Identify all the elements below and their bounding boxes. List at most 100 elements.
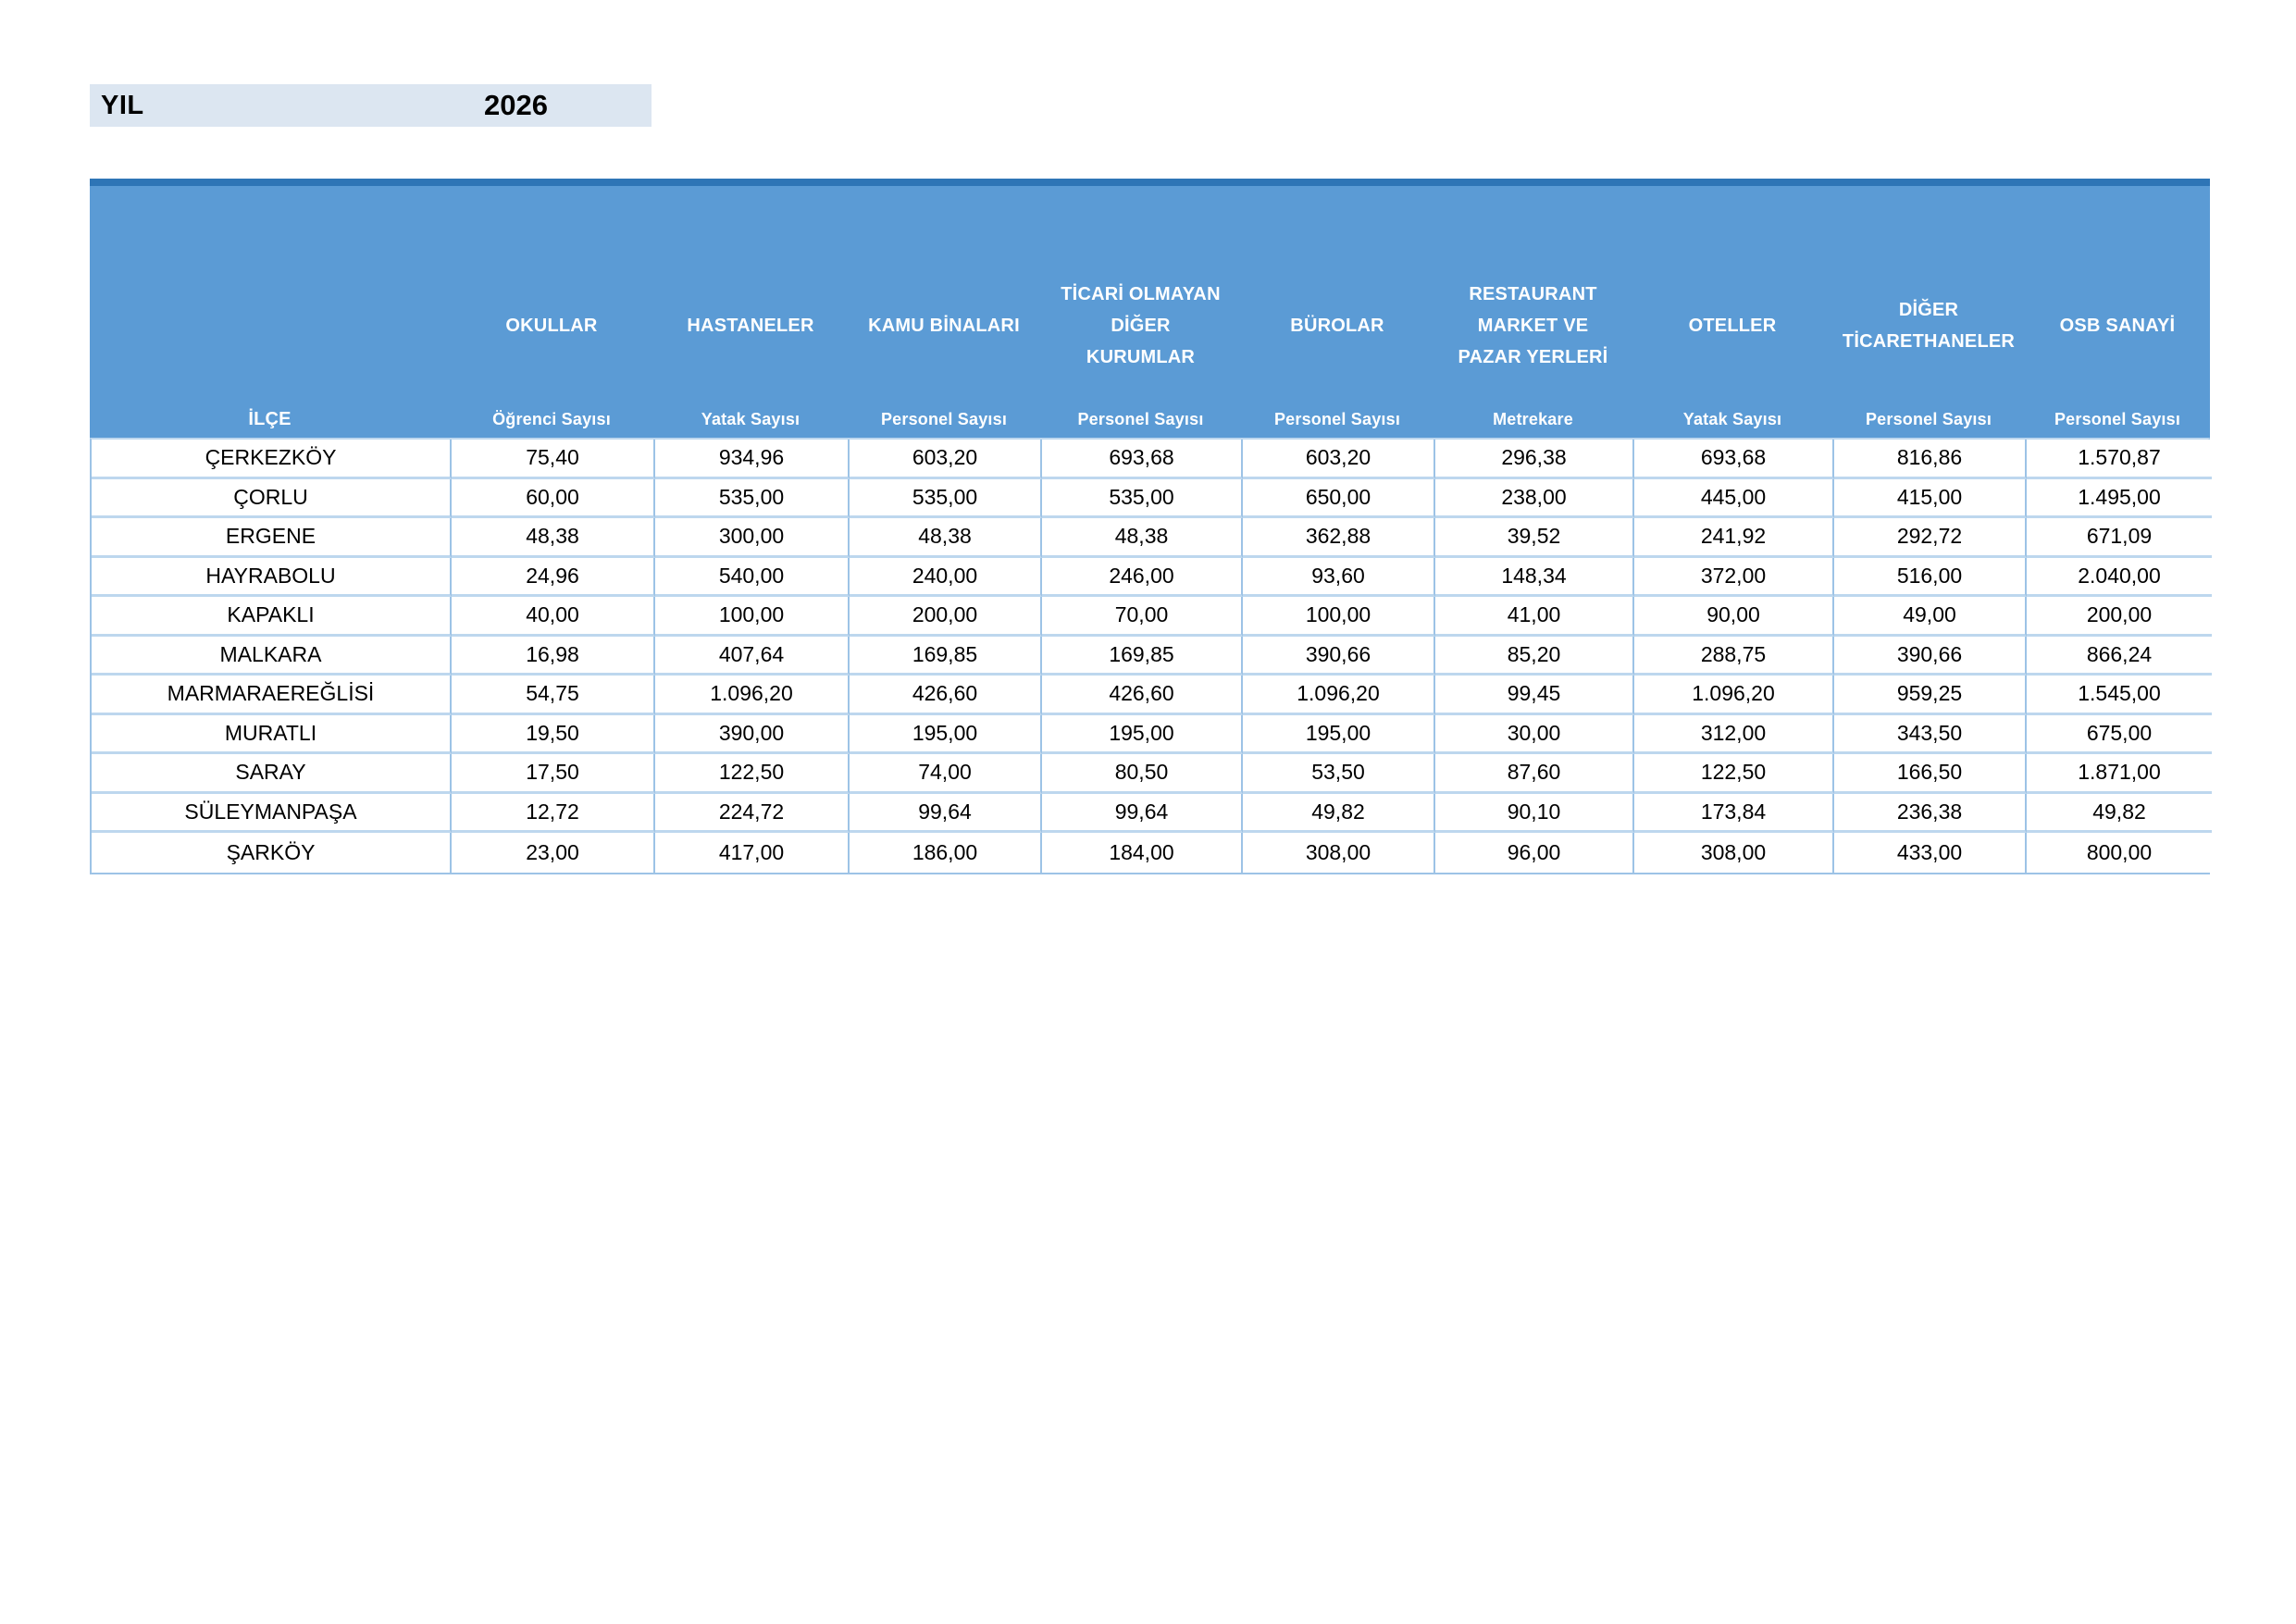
value-cell: 169,85 <box>850 636 1042 676</box>
district-cell: ERGENE <box>92 518 452 558</box>
value-cell: 343,50 <box>1834 714 2027 754</box>
value-cell: 173,84 <box>1634 793 1834 833</box>
value-cell: 390,66 <box>1834 636 2027 676</box>
table-row: HAYRABOLU 24,96 540,00 240,00 246,00 93,60 148… <box>92 557 2212 597</box>
value-cell: 238,00 <box>1435 478 1634 518</box>
table-row: ERGENE 48,38 300,00 48,38 48,38 362,88 39,52 24… <box>92 518 2212 558</box>
column-sub-label: Öğrenci Sayısı <box>492 409 611 428</box>
value-cell: 93,60 <box>1243 557 1435 597</box>
column-header: HASTANELER Yatak Sayısı <box>653 186 848 438</box>
value-cell: 445,00 <box>1634 478 1834 518</box>
value-cell: 959,25 <box>1834 676 2027 715</box>
column-group-line: MARKET VE <box>1477 316 1589 336</box>
column-group-line: TİCARETHANELER <box>1842 331 2016 352</box>
value-cell: 19,50 <box>452 714 655 754</box>
value-cell: 12,72 <box>452 793 655 833</box>
value-cell: 535,00 <box>655 478 850 518</box>
district-cell: HAYRABOLU <box>92 557 452 597</box>
value-cell: 390,66 <box>1243 636 1435 676</box>
table-header: İLÇE OKULLAR Öğrenci Sayısı HASTANELER Yata… <box>90 179 2210 438</box>
value-cell: 390,00 <box>655 714 850 754</box>
column-header: RESTAURANT MARKET VE PAZAR YERLERİ Metrekar… <box>1433 186 1632 438</box>
column-header: DİĞER TİCARETHANELER Personel Sayısı <box>1832 186 2025 438</box>
value-cell: 186,00 <box>850 833 1042 873</box>
year-label: YIL <box>101 90 144 120</box>
value-cell: 308,00 <box>1243 833 1435 873</box>
value-cell: 516,00 <box>1834 557 2027 597</box>
column-group-line: OKULLAR <box>505 316 598 336</box>
district-data-table: İLÇE OKULLAR Öğrenci Sayısı HASTANELER Yata… <box>90 179 2212 874</box>
column-header: TİCARİ OLMAYAN DİĞER KURUMLAR Personel Sayı… <box>1040 186 1241 438</box>
column-group-line: PAZAR YERLERİ <box>1458 347 1608 367</box>
district-cell: KAPAKLI <box>92 597 452 637</box>
row-header-label: İLÇE <box>248 408 292 429</box>
value-cell: 85,20 <box>1435 636 1634 676</box>
column-header: BÜROLAR Personel Sayısı <box>1241 186 1433 438</box>
value-cell: 417,00 <box>655 833 850 873</box>
value-cell: 236,38 <box>1834 793 2027 833</box>
value-cell: 1.545,00 <box>2027 676 2212 715</box>
value-cell: 296,38 <box>1435 440 1634 479</box>
value-cell: 1.871,00 <box>2027 754 2212 794</box>
value-cell: 675,00 <box>2027 714 2212 754</box>
value-cell: 200,00 <box>850 597 1042 637</box>
value-cell: 800,00 <box>2027 833 2212 873</box>
value-cell: 74,00 <box>850 754 1042 794</box>
value-cell: 49,82 <box>1243 793 1435 833</box>
value-cell: 300,00 <box>655 518 850 558</box>
value-cell: 1.495,00 <box>2027 478 2212 518</box>
value-cell: 16,98 <box>452 636 655 676</box>
table-row: MALKARA 16,98 407,64 169,85 169,85 390,66 85,2… <box>92 636 2212 676</box>
district-cell: SARAY <box>92 754 452 794</box>
column-group-label: BÜROLAR <box>1241 186 1433 401</box>
column-sub-label: Yatak Sayısı <box>1682 409 1782 428</box>
table-row: MURATLI 19,50 390,00 195,00 195,00 195,00 30,0… <box>92 714 2212 754</box>
value-cell: 99,64 <box>1042 793 1243 833</box>
column-group-line: RESTAURANT <box>1469 284 1597 304</box>
value-cell: 1.570,87 <box>2027 440 2212 479</box>
table-row: ŞARKÖY 23,00 417,00 186,00 184,00 308,00 96,00… <box>92 833 2212 873</box>
column-group-line: DİĞER <box>1111 316 1171 336</box>
value-cell: 54,75 <box>452 676 655 715</box>
year-value: 2026 <box>484 89 548 121</box>
value-cell: 169,85 <box>1042 636 1243 676</box>
district-cell: SÜLEYMANPAŞA <box>92 793 452 833</box>
year-banner: YIL 2026 <box>90 84 652 127</box>
value-cell: 87,60 <box>1435 754 1634 794</box>
value-cell: 2.040,00 <box>2027 557 2212 597</box>
column-group-line: TİCARİ OLMAYAN <box>1061 284 1221 304</box>
value-cell: 816,86 <box>1834 440 2027 479</box>
value-cell: 122,50 <box>655 754 850 794</box>
column-group-spacer <box>90 186 450 401</box>
value-cell: 372,00 <box>1634 557 1834 597</box>
value-cell: 122,50 <box>1634 754 1834 794</box>
value-cell: 99,64 <box>850 793 1042 833</box>
column-header: KAMU BİNALARI Personel Sayısı <box>848 186 1040 438</box>
value-cell: 650,00 <box>1243 478 1435 518</box>
value-cell: 693,68 <box>1042 440 1243 479</box>
value-cell: 934,96 <box>655 440 850 479</box>
column-sub-label: Yatak Sayısı <box>701 409 800 428</box>
value-cell: 671,09 <box>2027 518 2212 558</box>
value-cell: 1.096,20 <box>1634 676 1834 715</box>
value-cell: 312,00 <box>1634 714 1834 754</box>
column-group-line: HASTANELER <box>687 316 814 336</box>
value-cell: 535,00 <box>850 478 1042 518</box>
value-cell: 90,10 <box>1435 793 1634 833</box>
value-cell: 80,50 <box>1042 754 1243 794</box>
district-cell: ÇORLU <box>92 478 452 518</box>
column-group-label: DİĞER TİCARETHANELER <box>1832 186 2025 401</box>
column-sub-label: Personel Sayısı <box>1865 409 1992 428</box>
value-cell: 90,00 <box>1634 597 1834 637</box>
value-cell: 240,00 <box>850 557 1042 597</box>
district-cell: MARMARAEREĞLİSİ <box>92 676 452 715</box>
column-sub-label: Personel Sayısı <box>1077 409 1204 428</box>
value-cell: 426,60 <box>1042 676 1243 715</box>
district-cell: MURATLI <box>92 714 452 754</box>
column-sub-label: Personel Sayısı <box>880 409 1008 428</box>
table-row: ÇORLU 60,00 535,00 535,00 535,00 650,00 238,00… <box>92 478 2212 518</box>
value-cell: 49,82 <box>2027 793 2212 833</box>
column-group-line: OTELLER <box>1688 316 1777 336</box>
column-group-label: TİCARİ OLMAYAN DİĞER KURUMLAR <box>1040 186 1241 401</box>
value-cell: 603,20 <box>1243 440 1435 479</box>
